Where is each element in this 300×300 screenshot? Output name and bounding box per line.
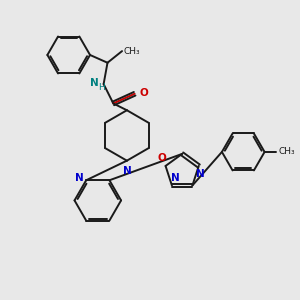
Text: H: H xyxy=(98,83,105,92)
Text: O: O xyxy=(140,88,148,98)
Text: N: N xyxy=(89,78,98,88)
Text: CH₃: CH₃ xyxy=(278,147,295,156)
Text: N: N xyxy=(196,169,205,179)
Text: N: N xyxy=(75,173,84,183)
Text: N: N xyxy=(171,172,180,182)
Text: N: N xyxy=(124,166,132,176)
Text: CH₃: CH₃ xyxy=(124,46,141,56)
Text: O: O xyxy=(157,153,166,163)
